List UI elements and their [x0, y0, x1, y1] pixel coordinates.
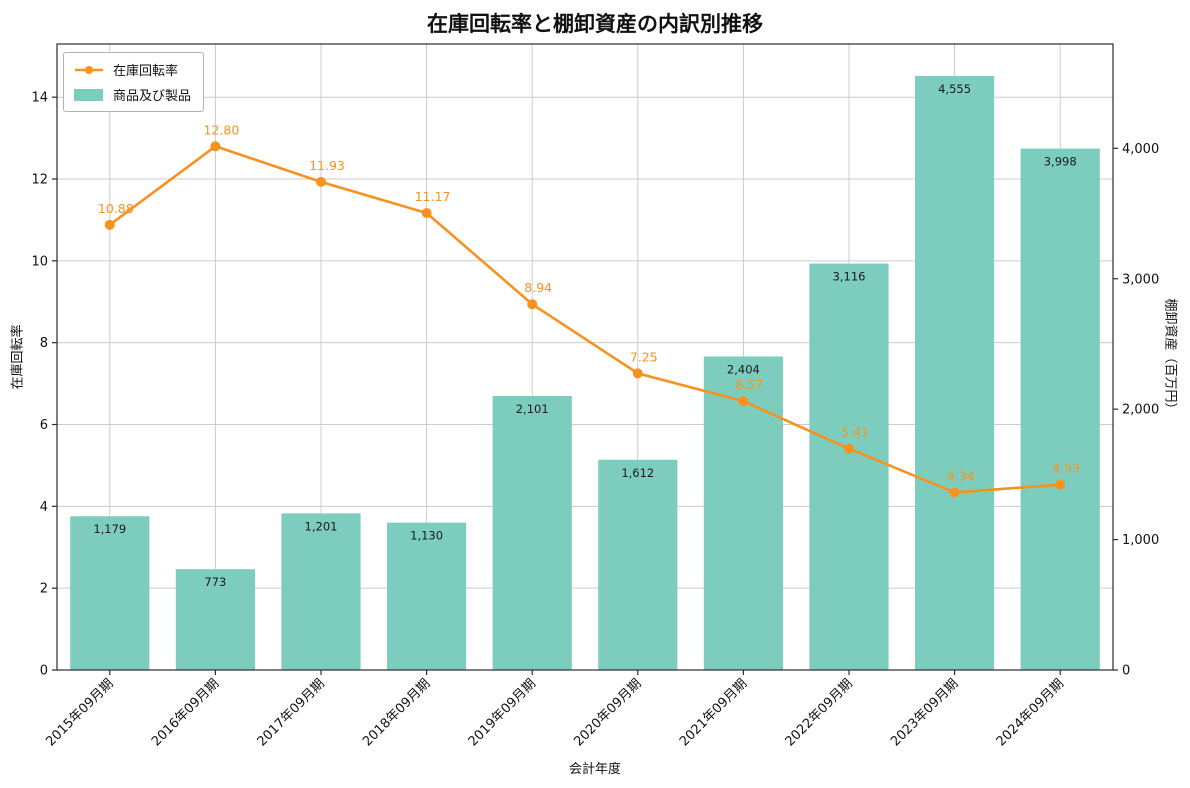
line-label: 6.57: [735, 377, 763, 392]
y-axis-label-left: 在庫回転率: [10, 324, 26, 390]
bar-label: 4,555: [938, 82, 971, 96]
y-tick-label-right: 0: [1122, 664, 1130, 679]
data-point: [316, 176, 326, 187]
y-tick-label-right: 1,000: [1122, 533, 1159, 548]
line-series: [108, 144, 1062, 494]
y-tick-label-right: 3,000: [1122, 272, 1159, 287]
x-tick-label: 2017年09月期: [255, 676, 328, 749]
line-label: 4.53: [1052, 461, 1080, 476]
bar: [387, 522, 467, 670]
bar: [175, 569, 255, 670]
y-tick-label-left: 0: [40, 664, 48, 679]
data-point: [104, 219, 115, 230]
bar-label: 1,130: [410, 529, 443, 543]
line-label: 12.80: [204, 122, 240, 137]
plot-frame: [56, 43, 1114, 671]
data-point: [949, 487, 960, 498]
bar: [915, 75, 995, 670]
legend-swatch-icon: [74, 88, 103, 101]
bar-label: 773: [204, 575, 226, 589]
line-label: 8.94: [524, 280, 552, 295]
x-tick-label: 2022年09月期: [783, 676, 856, 749]
bar-label: 3,116: [833, 270, 866, 284]
data-point: [844, 443, 854, 454]
legend: 在庫回転率 商品及び製品: [63, 52, 205, 112]
y-tick-label-left: 6: [40, 418, 48, 433]
bar-label: 1,179: [93, 522, 126, 536]
bar: [492, 395, 572, 670]
bar-label: 1,201: [305, 519, 338, 533]
x-tick-label: 2024年09月期: [994, 676, 1067, 749]
line-label: 11.93: [309, 158, 345, 173]
x-tick-label: 2023年09月期: [888, 676, 961, 749]
x-tick-label: 2019年09月期: [466, 676, 539, 749]
x-tick-label: 2021年09月期: [677, 676, 750, 749]
data-point: [210, 141, 221, 152]
bar-label: 1,612: [621, 466, 654, 480]
bar-label: 3,998: [1044, 155, 1077, 169]
bar: [598, 459, 678, 670]
bar: [70, 516, 150, 670]
bar: [703, 356, 783, 670]
line-label: 7.25: [630, 349, 658, 364]
data-point: [738, 396, 749, 407]
y-tick-label-left: 2: [40, 582, 48, 597]
line-label: 5.41: [841, 425, 869, 440]
bar: [809, 263, 889, 670]
legend-line-sample-icon: [75, 65, 103, 74]
legend-marker-icon: [85, 65, 93, 74]
x-tick-label: 2018年09月期: [360, 676, 433, 749]
y-tick-label-left: 12: [31, 173, 48, 188]
x-tick-label: 2020年09月期: [571, 676, 644, 749]
data-point: [632, 368, 643, 379]
y-tick-label-left: 4: [40, 500, 48, 515]
bar-label: 2,404: [727, 362, 760, 376]
legend-label: 在庫回転率: [113, 64, 179, 79]
line-label: 11.17: [415, 189, 451, 204]
line-label: 4.34: [947, 468, 975, 483]
chart-title: 在庫回転率と棚卸資産の内訳別推移: [427, 12, 763, 36]
y-tick-label-left: 14: [31, 91, 48, 106]
data-point: [421, 207, 432, 218]
x-tick-label: 2016年09月期: [149, 676, 222, 749]
data-point: [527, 299, 538, 310]
y-tick-label-left: 10: [31, 254, 48, 269]
legend-label: 商品及び製品: [113, 89, 192, 104]
legend-item-line: 在庫回転率: [73, 60, 191, 79]
x-axis-label: 会計年度: [568, 762, 621, 777]
y-tick-label-right: 2,000: [1122, 403, 1159, 418]
line-label: 10.88: [98, 201, 134, 216]
y-tick-label-left: 8: [40, 336, 48, 351]
legend-bar-sample-icon: [74, 88, 103, 101]
x-tick-label: 2015年09月期: [43, 676, 116, 749]
data-point: [1055, 479, 1066, 490]
legend-item-bar: 商品及び製品: [73, 85, 191, 104]
bar: [1020, 148, 1100, 670]
bar-label: 2,101: [516, 402, 549, 416]
y-axis-label-right: 棚卸資産（百万円）: [1162, 298, 1178, 416]
bar: [281, 513, 361, 670]
y-tick-label-right: 4,000: [1122, 142, 1159, 157]
